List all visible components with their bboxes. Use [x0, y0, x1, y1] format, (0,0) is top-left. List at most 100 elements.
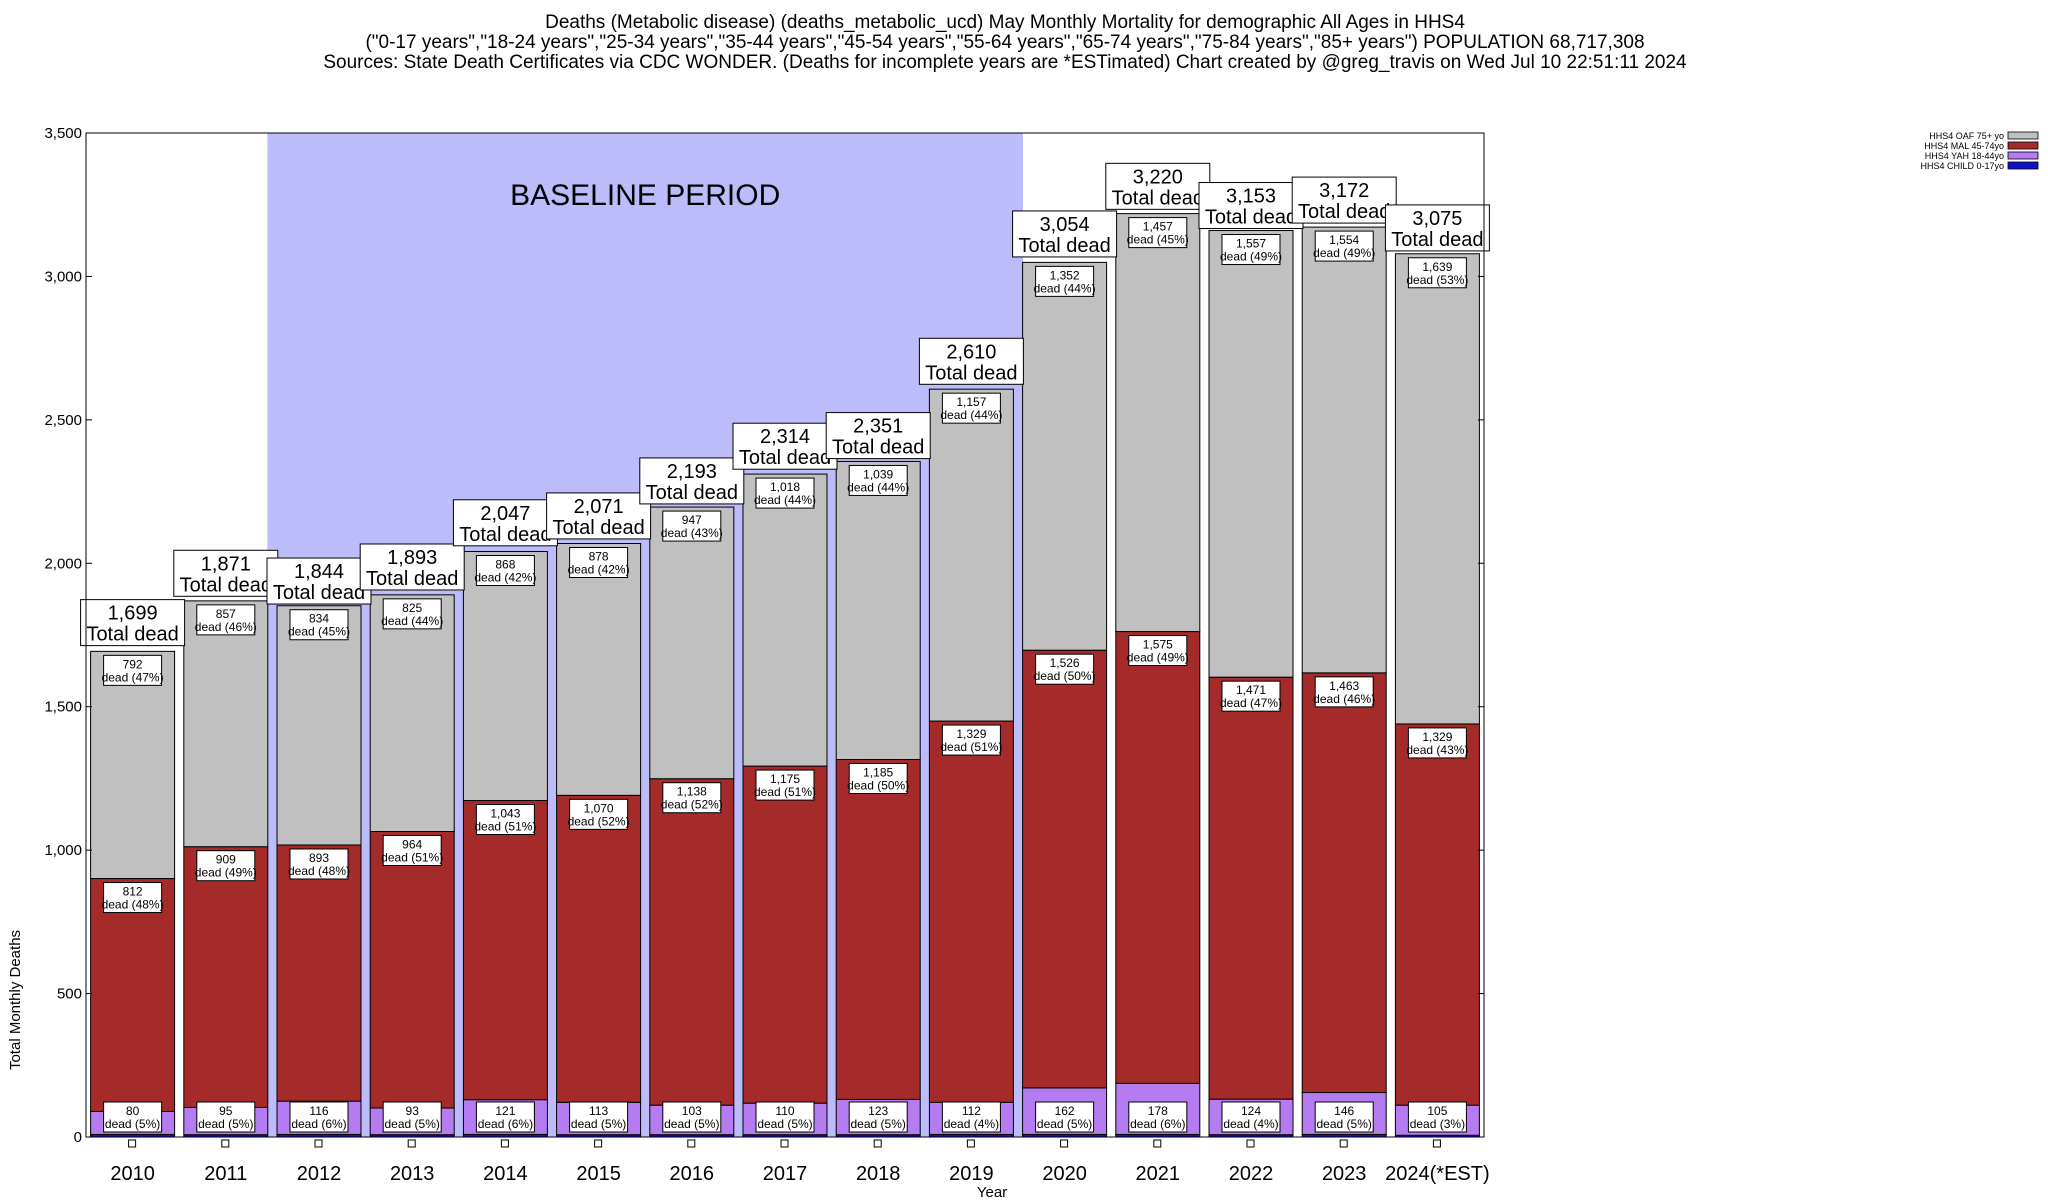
segment-label-box — [755, 1101, 815, 1133]
child-series-marker — [314, 1139, 323, 1148]
y-tick-label: 2,000 — [44, 555, 82, 572]
total-value-label: 1,844 — [294, 561, 344, 583]
total-value-label: 2,071 — [574, 496, 624, 518]
bar-segment-2-2024(*EST) — [1394, 723, 1480, 1106]
total-value-label: 3,054 — [1040, 214, 1090, 236]
segment-label-box — [1407, 727, 1467, 759]
child-series-marker — [1153, 1139, 1162, 1148]
total-suffix-label: Total dead — [1298, 201, 1390, 223]
segment-value-label: 113 — [589, 1104, 608, 1118]
segment-value-label: 1,471 — [1236, 683, 1266, 697]
total-label-box — [1198, 182, 1304, 230]
segment-pct-label: dead (5%) — [1037, 1117, 1092, 1131]
y-tick-label: 1,500 — [44, 699, 82, 716]
bar-segment-2-2021 — [1115, 631, 1201, 1084]
segment-value-label: 121 — [495, 1104, 515, 1118]
total-suffix-label: Total dead — [552, 517, 644, 539]
bar-segment-2-2016 — [649, 778, 735, 1106]
segment-label-box — [1221, 1101, 1281, 1133]
segment-label-box — [1314, 676, 1374, 708]
total-label-box — [1291, 176, 1397, 224]
segment-pct-label: dead (46%) — [195, 620, 257, 634]
segment-label-box — [848, 1101, 908, 1133]
y-tick-label: 0 — [74, 1129, 82, 1146]
total-value-label: 1,893 — [387, 547, 437, 569]
total-label-box — [173, 549, 279, 597]
legend-swatch — [2007, 141, 2039, 150]
segment-pct-label: dead (47%) — [102, 670, 164, 684]
segment-label-box — [569, 798, 629, 830]
total-suffix-label: Total dead — [459, 524, 551, 546]
segment-label-box — [475, 1101, 535, 1133]
segment-label-box — [1314, 230, 1374, 262]
segment-value-label: 103 — [682, 1104, 702, 1118]
segment-label-box — [941, 392, 1001, 424]
segment-label-box — [382, 1101, 442, 1133]
x-tick-label: 2010 — [110, 1163, 155, 1185]
segment-pct-label: dead (6%) — [478, 1117, 533, 1131]
segment-pct-label: dead (5%) — [198, 1117, 253, 1131]
child-series-marker — [500, 1139, 509, 1148]
total-suffix-label: Total dead — [739, 447, 831, 469]
segment-value-label: 857 — [216, 607, 236, 621]
x-tick-label: 2022 — [1229, 1163, 1274, 1185]
segment-value-label: 1,185 — [863, 765, 893, 779]
segment-label-box — [196, 850, 256, 882]
legend-swatch — [2007, 151, 2039, 160]
total-label-box — [639, 457, 745, 505]
segment-pct-label: dead (5%) — [105, 1117, 160, 1131]
total-value-label: 3,075 — [1412, 208, 1462, 230]
total-suffix-label: Total dead — [1205, 207, 1297, 229]
segment-value-label: 825 — [402, 601, 422, 615]
segment-pct-label: dead (5%) — [571, 1117, 626, 1131]
legend-entry-label: HHS4 CHILD 0-17yo — [1920, 161, 2004, 171]
segment-label-box — [569, 546, 629, 578]
child-series-marker — [221, 1139, 230, 1148]
child-series-marker — [594, 1139, 603, 1148]
segment-value-label: 1,018 — [770, 480, 800, 494]
segment-label-box — [1035, 1101, 1095, 1133]
segment-label-box — [475, 804, 535, 836]
segment-pct-label: dead (53%) — [1406, 273, 1468, 287]
x-tick-label: 2021 — [1136, 1163, 1181, 1185]
child-series-marker — [873, 1139, 882, 1148]
child-series-marker — [128, 1139, 137, 1148]
segment-value-label: 95 — [219, 1104, 233, 1118]
segment-label-box — [1407, 257, 1467, 289]
segment-value-label: 1,463 — [1329, 679, 1359, 693]
segment-label-box — [1221, 680, 1281, 712]
total-value-label: 2,314 — [760, 426, 810, 448]
segment-value-label: 178 — [1148, 1104, 1168, 1118]
segment-pct-label: dead (44%) — [940, 408, 1002, 422]
total-value-label: 2,193 — [667, 461, 717, 483]
legend-entry-label: HHS4 YAH 18-44yo — [1925, 151, 2004, 161]
segment-label-box — [1221, 234, 1281, 266]
title-line-3: Sources: State Death Certificates via CD… — [323, 52, 1687, 73]
y-tick-label: 500 — [57, 986, 82, 1003]
segment-value-label: 1,639 — [1422, 260, 1452, 274]
x-tick-label: 2024(*EST) — [1385, 1163, 1490, 1185]
bar-segment-3-2015 — [556, 542, 642, 796]
segment-value-label: 105 — [1427, 1104, 1447, 1118]
segment-pct-label: dead (50%) — [847, 778, 909, 792]
segment-label-box — [941, 1101, 1001, 1133]
segment-label-box — [1128, 217, 1188, 249]
legend-swatch — [2007, 131, 2039, 140]
total-suffix-label: Total dead — [925, 362, 1017, 384]
segment-label-box — [103, 654, 163, 686]
total-label-box — [80, 599, 186, 647]
segment-value-label: 834 — [309, 612, 329, 626]
total-suffix-label: Total dead — [180, 574, 272, 596]
bar-segment-3-2022 — [1208, 230, 1294, 678]
total-suffix-label: Total dead — [273, 582, 365, 604]
total-value-label: 2,610 — [946, 341, 996, 363]
segment-value-label: 162 — [1055, 1104, 1075, 1118]
segment-pct-label: dead (43%) — [661, 526, 723, 540]
total-value-label: 3,153 — [1226, 186, 1276, 208]
segment-value-label: 1,526 — [1050, 656, 1080, 670]
bar-segment-2-2020 — [1022, 649, 1108, 1089]
segment-value-label: 1,557 — [1236, 237, 1266, 251]
x-tick-label: 2015 — [576, 1163, 621, 1185]
segment-label-box — [1035, 653, 1095, 685]
segment-pct-label: dead (49%) — [1313, 246, 1375, 260]
